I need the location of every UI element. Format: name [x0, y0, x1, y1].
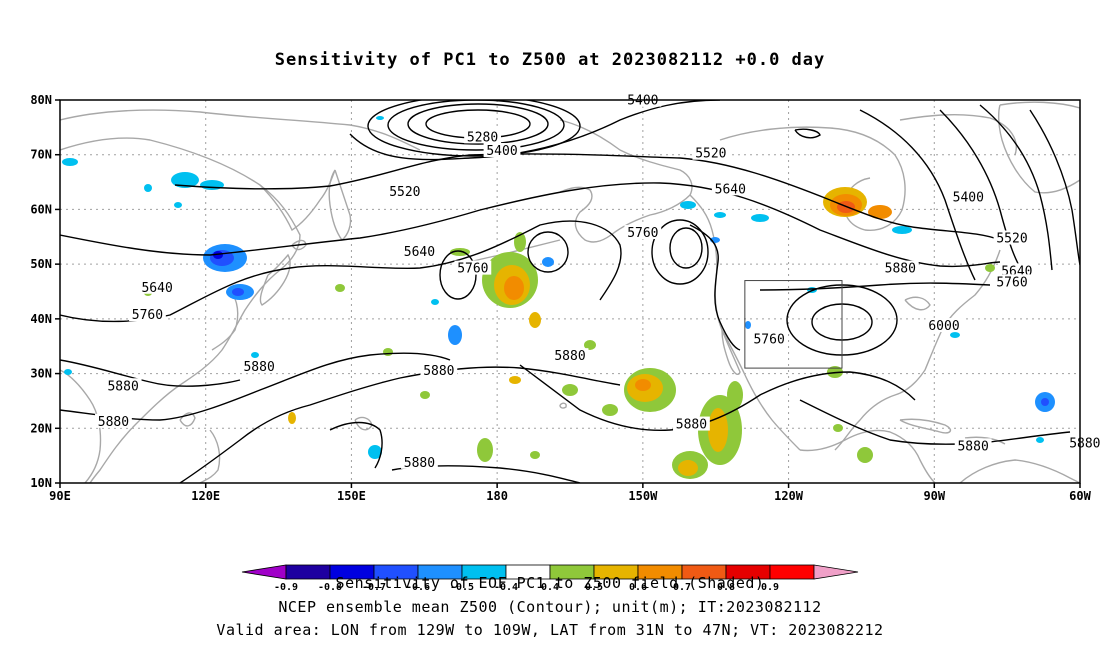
- lat-tick-label: 80N: [30, 93, 52, 107]
- contour-label-bg: [240, 359, 278, 374]
- lat-tick-label: 40N: [30, 312, 52, 326]
- contour-label: 5880: [885, 262, 916, 277]
- z500-contours: [60, 100, 1080, 483]
- lon-tick-label: 60W: [1069, 489, 1091, 503]
- map-background: [60, 100, 1080, 483]
- contour-label-bg: [483, 142, 521, 157]
- contour-label: 5520: [389, 185, 420, 200]
- contour-label-bg: [993, 230, 1031, 245]
- contour-label-bg: [750, 331, 788, 346]
- lat-tick-label: 30N: [30, 367, 52, 381]
- contour-label-bg: [954, 438, 992, 453]
- contour-label-bg: [624, 225, 662, 240]
- lat-tick-label: 50N: [30, 257, 52, 271]
- lon-tick-label: 90W: [923, 489, 945, 503]
- contour-label: 5400: [627, 94, 658, 109]
- contour-label-bg: [551, 348, 589, 363]
- lon-tick-label: 180: [486, 489, 508, 503]
- contour-label: 5280: [467, 130, 498, 145]
- lat-tick-label: 10N: [30, 476, 52, 490]
- contour-label: 5760: [996, 275, 1027, 290]
- contour-label: 5880: [404, 456, 435, 471]
- contour-label-bg: [401, 244, 438, 259]
- contour-label-bg: [95, 413, 132, 428]
- contour-label: 5880: [676, 418, 707, 433]
- lon-tick-label: 90E: [49, 489, 71, 503]
- negative-sensitivity-patches: [62, 116, 1055, 459]
- contour-label-bg: [692, 145, 730, 160]
- lon-tick-label: 150W: [628, 489, 658, 503]
- contour-label: 5640: [404, 245, 435, 260]
- contour-label: 5640: [715, 182, 746, 197]
- contour-label-bg: [673, 416, 710, 431]
- contour-label-bg: [925, 318, 963, 333]
- contour-label-bg: [420, 362, 458, 377]
- contour-label-bg: [1066, 435, 1100, 450]
- contour-label: 5520: [996, 232, 1027, 247]
- contour-label: 5880: [98, 415, 129, 430]
- contour-label: 5880: [957, 439, 988, 454]
- footer-line-1: Sensitivity of EOF PC1 to Z500 field (Sh…: [335, 574, 765, 592]
- footer-line-3: Valid area: LON from 129W to 109W, LAT f…: [216, 621, 884, 639]
- contour-label: 6000: [928, 319, 959, 334]
- contour-label-bg: [454, 260, 492, 275]
- lon-tick-label: 120E: [191, 489, 220, 503]
- contour-label-bg: [104, 378, 142, 393]
- contour-label-bg: [129, 307, 166, 322]
- contour-label: 5640: [141, 281, 172, 296]
- map-frame: [59, 99, 1081, 484]
- contour-label-bg: [949, 189, 987, 204]
- contour-label: 5760: [753, 333, 784, 348]
- lon-tick-label: 120W: [774, 489, 804, 503]
- contour-label-bg: [993, 274, 1031, 289]
- contour-label: 5880: [107, 379, 138, 394]
- contour-label-bg: [138, 279, 176, 294]
- contour-label-bg: [881, 260, 919, 275]
- contour-label-bg: [711, 181, 749, 196]
- contour-label: 5760: [132, 308, 163, 323]
- contour-label: 5760: [627, 226, 658, 241]
- contour-label-bg: [401, 454, 438, 469]
- page-title: Sensitivity of PC1 to Z500 at 2023082112…: [274, 50, 826, 70]
- lat-tick-label: 60N: [30, 202, 52, 216]
- contour-label-bg: [998, 263, 1036, 278]
- lon-tick-label: 150E: [337, 489, 366, 503]
- contour-label: 5400: [953, 190, 984, 205]
- valid-area-box: [744, 280, 843, 369]
- contour-label: 5880: [554, 349, 585, 364]
- contour-labels: 5400528054005520552056405400552056405760…: [95, 92, 1100, 471]
- contour-label: 5520: [695, 147, 726, 162]
- lat-tick-label: 20N: [30, 421, 52, 435]
- contour-label: 5400: [486, 144, 517, 159]
- footer-line-2: NCEP ensemble mean Z500 (Contour); unit(…: [278, 598, 822, 616]
- lat-tick-label: 70N: [30, 148, 52, 162]
- contour-label-bg: [464, 129, 501, 144]
- contour-label-bg: [386, 184, 424, 199]
- contour-label: 5760: [457, 262, 488, 277]
- contour-label: 5880: [243, 360, 274, 375]
- coastlines: [60, 101, 1080, 483]
- contour-label: 5880: [423, 364, 454, 379]
- contour-label: 5880: [1069, 437, 1100, 452]
